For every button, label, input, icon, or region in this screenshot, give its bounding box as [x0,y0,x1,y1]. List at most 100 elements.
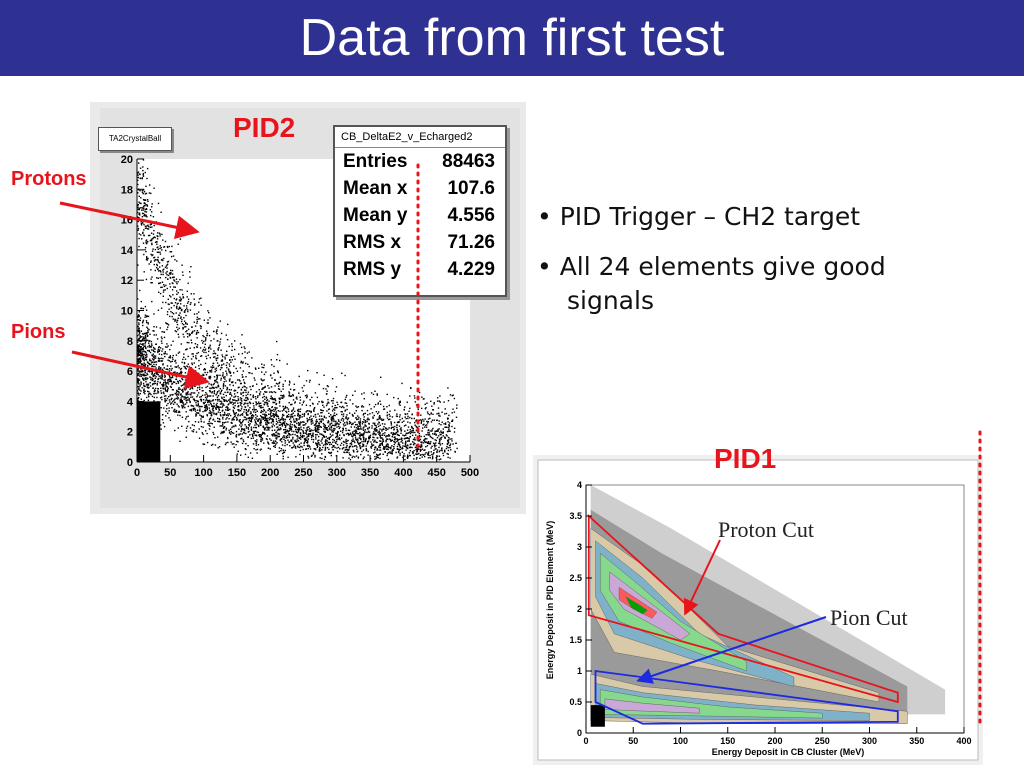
scatter-point [143,234,145,237]
scatter-point [251,372,253,375]
scatter-point [255,404,257,406]
scatter-point [273,408,275,411]
scatter-point [147,364,149,367]
scatter-point [433,452,435,454]
scatter-point [376,441,378,444]
scatter-point [389,452,391,454]
scatter-point [418,391,421,394]
scatter-point [303,400,305,402]
scatter-point [290,428,292,430]
scatter-point [331,405,333,408]
scatter-point [172,358,174,361]
scatter-point [323,430,325,432]
scatter-point [227,323,229,326]
scatter-point [363,440,365,443]
scatter-point [214,368,216,370]
scatter-point [409,395,411,397]
scatter-point [367,450,369,453]
scatter-point [225,394,227,397]
scatter-point [178,306,181,308]
scatter-point [400,430,402,432]
scatter-point [243,381,246,384]
scatter-point [267,405,269,407]
scatter-point [170,251,173,253]
scatter-point [405,440,407,443]
scatter-point [277,415,279,418]
scatter-point [406,432,408,435]
scatter-point [386,411,388,414]
scatter-point [156,277,158,279]
scatter-point [144,341,147,344]
scatter-point [386,406,388,408]
scatter-point [251,414,254,416]
x-tick-label: 500 [461,467,479,479]
scatter-point [189,409,191,411]
scatter-point [302,432,305,434]
scatter-point [193,298,195,300]
scatter-point [230,361,232,363]
scatter-point [157,391,160,393]
scatter-point [180,298,183,301]
scatter-point [182,358,184,361]
scatter-point [356,423,358,426]
scatter-point [309,405,311,407]
scatter-point [239,382,242,385]
scatter-point [174,318,176,321]
scatter-point [276,434,278,437]
scatter-point [390,448,392,450]
scatter-point [140,349,142,351]
scatter-point [157,277,159,279]
scatter-point [390,424,393,426]
scatter-point [206,432,208,435]
scatter-point [171,367,173,370]
scatter-point [210,395,212,397]
scatter-point [248,372,250,374]
scatter-point [394,438,396,441]
scatter-point [379,428,381,430]
scatter-point [294,414,296,417]
scatter-point [365,449,368,452]
scatter-point [237,398,240,400]
scatter-point [212,362,215,364]
scatter-point [195,333,198,335]
scatter-point [337,431,339,433]
scatter-point [329,452,331,454]
scatter-point [275,440,277,443]
scatter-point [334,441,336,443]
scatter-point [185,308,187,311]
scatter-point [264,385,266,388]
scatter-point [271,391,273,394]
scatter-point [212,405,214,407]
scatter-point [272,419,274,421]
scatter-point [152,383,154,385]
scatter-point [363,439,365,441]
scatter-point [331,420,333,422]
scatter-point [261,371,263,373]
scatter-point [276,453,278,455]
scatter-point [216,412,218,415]
scatter-point [182,333,184,336]
scatter-point [244,424,246,426]
scatter-point [305,380,308,382]
scatter-point [222,385,225,387]
scatter-point [352,438,354,440]
scatter-point [227,413,229,415]
scatter-point [409,407,411,410]
scatter-point [244,416,247,419]
scatter-point [404,442,407,445]
scatter-point [347,439,349,442]
scatter-point [213,413,215,415]
scatter-point [179,368,182,370]
scatter-point [152,361,154,363]
scatter-point [372,444,375,446]
scatter-point [200,420,202,423]
scatter-point [164,399,166,401]
scatter-point [243,440,245,443]
scatter-point [247,456,249,458]
scatter-point [145,374,147,377]
scatter-point [303,414,306,416]
scatter-point [384,446,386,448]
scatter-point [206,408,208,411]
scatter-point [372,439,374,441]
scatter-point [364,421,367,423]
